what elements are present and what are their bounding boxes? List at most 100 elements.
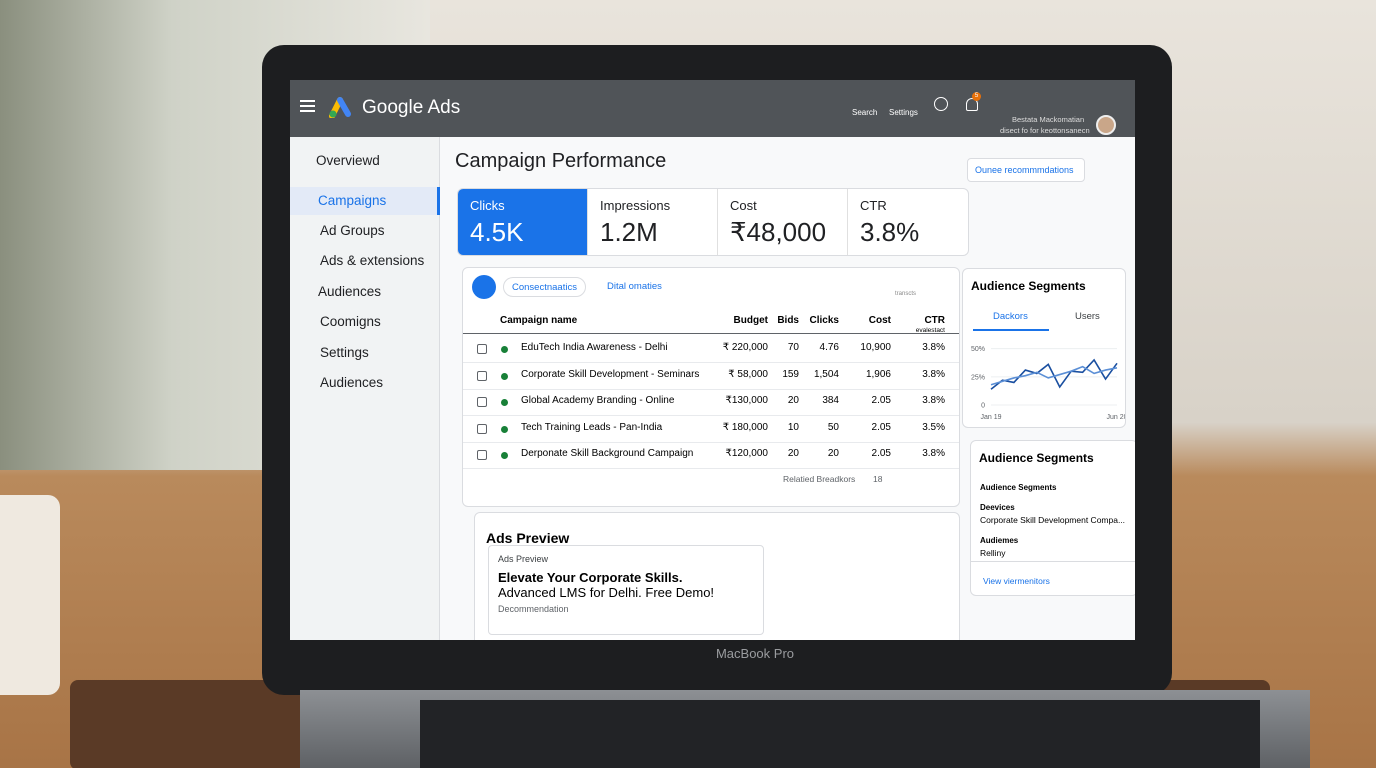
search-button[interactable]: Search (852, 108, 878, 117)
logo (329, 97, 351, 118)
ads-preview: Ads Preview Ads Preview Elevate Your Cor… (474, 512, 960, 640)
row-divider (463, 441, 959, 443)
badge: 5 (972, 92, 981, 101)
field-value: Relliny (980, 548, 1006, 558)
user-name: Bestata Mackomatian (1012, 115, 1085, 124)
campaign-table: Consectnaatics Dital omaties transcts Re… (462, 267, 960, 507)
screen: Google Ads Search Settings 5 Bestata Mac… (290, 80, 1135, 640)
nav-item[interactable]: Audiences (318, 284, 382, 299)
table-cell: 10 (787, 421, 799, 433)
filter-chip[interactable]: Dital omaties (607, 281, 662, 292)
brand: Google Ads (362, 97, 461, 118)
table-cell: 159 (782, 368, 799, 380)
metric-value: 1.2M (600, 217, 658, 247)
nav-item[interactable]: Coomigns (320, 314, 381, 329)
series-line (990, 358, 1118, 390)
audience-chart: 0 25% 50% Jan 19 Jun 20 (971, 346, 1125, 421)
sidebar: Overviewd Campaigns Ad Groups Ads & extensi… (290, 137, 440, 640)
page-title: Campaign Performance (455, 150, 667, 172)
field-label: Audiemes (980, 536, 1019, 545)
metric-value: 4.5K (470, 217, 524, 247)
x-tick-label: Jun 20 (1106, 414, 1125, 421)
user-email: disect fo for keottonsanecn (1000, 126, 1090, 135)
filter-label: transcts (895, 291, 917, 297)
details-subtitle: Audience Segments (980, 483, 1057, 492)
row-checkbox[interactable] (477, 423, 487, 434)
nav-item[interactable]: Ad Groups (320, 223, 385, 238)
row-checkbox[interactable] (477, 397, 487, 407)
row-checkbox[interactable] (477, 370, 487, 381)
series-line (990, 365, 1118, 386)
tab[interactable]: Users (1075, 311, 1100, 322)
keyboard (420, 700, 1260, 768)
field-value: Corporate Skill Development Compa... (980, 515, 1126, 525)
row-divider (463, 362, 959, 363)
header-divider (463, 333, 959, 334)
tab[interactable]: Dackors (993, 311, 1028, 322)
row-checkbox[interactable] (477, 450, 487, 460)
column-header[interactable]: Cost (868, 315, 891, 326)
table-cell: Tech Training Leads - Pan-India (521, 421, 663, 433)
column-header[interactable]: Bids (777, 315, 799, 326)
table-cell: Derponate Skill Background Campaign (521, 448, 694, 459)
column-header[interactable]: CTR (924, 315, 945, 326)
divider (971, 561, 1135, 562)
avatar[interactable] (1096, 115, 1116, 135)
column-header[interactable]: Clicks (809, 315, 839, 326)
x-tick-label: Jan 19 (980, 414, 1001, 421)
table-cell: 3.8% (922, 395, 945, 406)
table-cell: 20 (827, 448, 839, 459)
table-cell: 3.8% (922, 342, 945, 353)
audience-title: Audience Segments (971, 279, 1086, 293)
table-cell: Global Academy Branding - Online (521, 395, 675, 406)
table-cell: EduTech India Awareness - Delhi (521, 342, 668, 353)
table-cell: ₹ 180,000 (722, 421, 768, 433)
page-size[interactable]: 18 (873, 474, 883, 484)
nav-item[interactable]: Settings (320, 345, 369, 360)
metric-label: CTR (860, 198, 887, 213)
audience-card: Audience Segments Dackors Users 0 25% 50% J… (962, 268, 1126, 428)
table-cell: ₹ 220,000 (722, 342, 768, 353)
ad-description: Advanced LMS for Delhi. Free Demo! (498, 585, 715, 600)
column-header[interactable]: Budget (733, 315, 768, 326)
table-cell: 1,504 (813, 368, 839, 380)
nav-item[interactable]: Audiences (320, 375, 384, 390)
table-footer: Relatied Breadkors (783, 474, 856, 484)
laptop-label: MacBook Pro (715, 646, 795, 661)
table-cell: ₹ 58,000 (728, 368, 768, 380)
table-cell: 3.8% (922, 448, 945, 459)
metric-card[interactable]: Clicks 4.5K (458, 189, 588, 255)
menu-icon[interactable] (300, 100, 315, 102)
ad-footer: Decommendation (498, 604, 569, 614)
nav-item[interactable]: Overviewd (316, 153, 380, 168)
status-dot (501, 372, 508, 380)
metric-card: Cost ₹48,000 (718, 189, 848, 255)
row-divider (463, 388, 959, 390)
filter-chip[interactable]: Consectnaatics (503, 277, 586, 297)
ad-card-label: Ads Preview (498, 554, 549, 564)
nav-item[interactable]: Ads & extensions (320, 253, 425, 268)
status-dot (501, 399, 508, 406)
nav-item[interactable]: Campaigns (290, 187, 440, 215)
recommendations-button[interactable]: Ounee recommmdations (967, 158, 1085, 182)
table-cell: 20 (787, 395, 799, 406)
view-link[interactable]: View viermenitors (983, 576, 1050, 586)
table-cell: 2.05 (871, 421, 891, 433)
metric-value: 3.8% (860, 217, 920, 247)
table-cell: Corporate Skill Development - Seminars (521, 368, 700, 380)
settings-button[interactable]: Settings (889, 108, 918, 117)
y-tick-label: 50% (971, 346, 985, 353)
row-checkbox[interactable] (477, 344, 487, 354)
row-divider (463, 468, 959, 469)
table-cell: 2.05 (871, 395, 891, 406)
filter-button[interactable] (472, 275, 496, 299)
metric-card: Impressions 1.2M (588, 189, 718, 255)
help-icon[interactable] (934, 97, 948, 111)
metric-value: ₹48,000 (730, 217, 827, 247)
metric-label: Impressions (600, 198, 671, 213)
ad-headline: Elevate Your Corporate Skills. (498, 570, 683, 585)
y-tick-label: 0 (981, 403, 985, 410)
column-header[interactable]: Campaign name (500, 315, 578, 326)
y-tick-label: 25% (971, 374, 985, 381)
